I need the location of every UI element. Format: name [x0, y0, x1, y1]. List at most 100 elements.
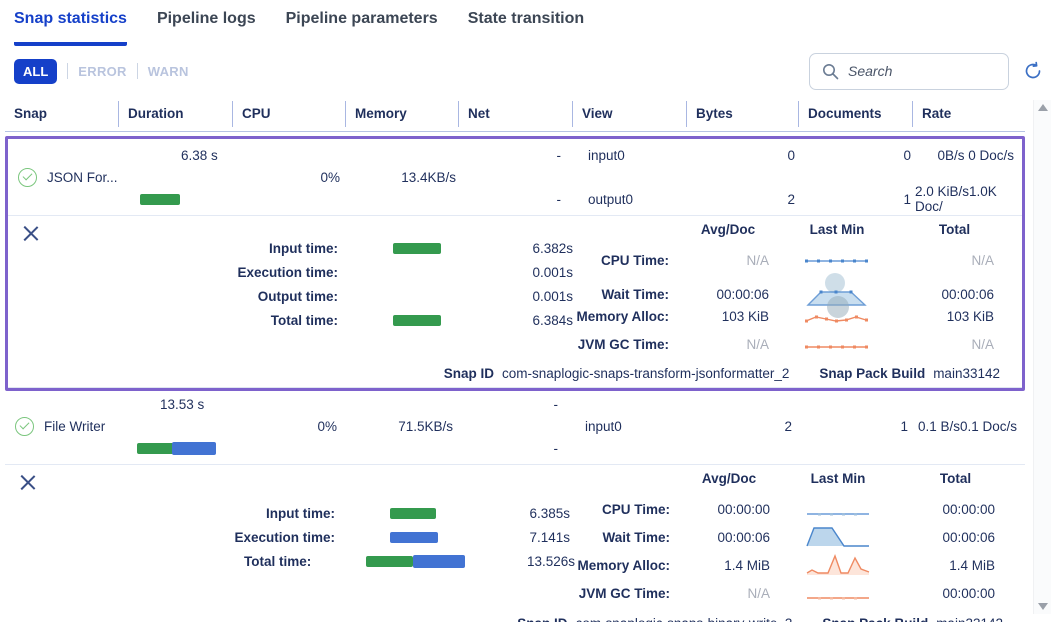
metric-stats: Avg/Doc Last Min Total CPU Time: N/A	[574, 222, 1022, 358]
cpu-cell: 0%	[235, 144, 348, 210]
jvm-gc-time-avg: N/A	[747, 585, 770, 601]
bytes-cell: 0 2	[689, 144, 801, 210]
snap-id-footer: Snap ID com-snaplogic-snaps-transform-js…	[8, 360, 1022, 388]
execution-time-label: Execution time:	[234, 529, 335, 545]
success-check-icon	[18, 167, 37, 187]
total-time-value: 6.384s	[532, 312, 573, 328]
total-time-value: 13.526s	[526, 553, 575, 569]
snap-pack-build-label: Snap Pack Build	[822, 616, 928, 622]
memory-alloc-avg: 1.4 MiB	[724, 557, 770, 573]
tab-pipeline-parameters[interactable]: Pipeline parameters	[285, 10, 438, 27]
severity-filters: ALL ERROR WARN	[14, 58, 189, 84]
wait-time-avg: 00:00:06	[717, 529, 770, 545]
total-time-bar-input	[366, 555, 414, 567]
filter-all-button[interactable]: ALL	[14, 58, 58, 84]
column-header-documents[interactable]: Documents	[798, 100, 912, 127]
scroll-down-icon[interactable]	[1037, 603, 1048, 610]
total-time-bar-execution	[413, 554, 466, 568]
wait-time-sparkline[interactable]	[788, 524, 888, 550]
table-row[interactable]: File Writer 13.53 s 0%	[5, 391, 1025, 464]
close-icon[interactable]	[22, 224, 40, 242]
table-row[interactable]: JSON For... 6.38 s 0% 13.4KB/s	[8, 139, 1022, 215]
vertical-scrollbar[interactable]	[1033, 100, 1051, 614]
view-cell: input0	[572, 393, 686, 459]
input-time-bar	[393, 242, 441, 254]
tab-pipeline-logs[interactable]: Pipeline logs	[156, 10, 256, 27]
metric-stats: Avg/Doc Last Min Total CPU Time: 00:00:0…	[575, 471, 1025, 607]
cpu-time-label: CPU Time:	[601, 501, 670, 517]
close-icon[interactable]	[19, 473, 37, 491]
jvm-gc-time-label: JVM GC Time:	[577, 336, 669, 352]
duration-cell: 6.38 s	[121, 144, 235, 210]
wait-time-sparkline[interactable]	[787, 273, 887, 318]
tab-snap-statistics[interactable]: Snap statistics	[14, 10, 127, 46]
documents-cell: 0 1	[801, 144, 915, 210]
cpu-time-sparkline[interactable]	[787, 249, 887, 271]
bytes-input-value: 2	[784, 418, 792, 434]
refresh-icon[interactable]	[1023, 61, 1043, 81]
duration-bar-execution	[172, 441, 216, 455]
column-header-net[interactable]: Net	[458, 100, 572, 127]
table-header: Snap Duration CPU Memory Net View Bytes …	[5, 96, 1025, 132]
column-header-cpu[interactable]: CPU	[232, 100, 345, 127]
snap-id-label: Snap ID	[517, 616, 567, 622]
snap-pack-build-value: main33142	[936, 616, 1003, 622]
documents-input-value: 1	[900, 418, 908, 434]
column-header-duration[interactable]: Duration	[118, 100, 232, 127]
rate-input-value: 0.1 B/s0.1 Doc/s	[917, 418, 1017, 434]
documents-cell: 1	[798, 393, 912, 459]
snap-detail-panel: Input time: 6.385s Execution time: 7.141…	[5, 464, 1025, 609]
snap-id-value: com-snaplogic-snaps-transform-jsonformat…	[502, 366, 790, 381]
total-time-bar	[393, 314, 441, 326]
metric-col-last-min: Last Min	[809, 222, 865, 237]
bytes-cell: 2	[686, 393, 798, 459]
toolbar: ALL ERROR WARN	[0, 46, 1057, 94]
scroll-up-icon[interactable]	[1037, 104, 1048, 111]
memory-cell: 13.4KB/s	[348, 144, 461, 210]
tab-bar: Snap statistics Pipeline logs Pipeline p…	[0, 0, 1057, 46]
snap-pack-build-value: main33142	[933, 366, 1000, 381]
input-time-label: Input time:	[266, 505, 335, 521]
view-input-label: input0	[588, 147, 625, 163]
column-header-rate[interactable]: Rate	[912, 100, 1025, 127]
column-header-view[interactable]: View	[572, 100, 686, 127]
wait-time-total: 00:00:06	[942, 529, 995, 545]
success-check-icon	[15, 416, 34, 436]
search-input[interactable]	[848, 63, 988, 79]
filter-warn-button[interactable]: WARN	[147, 63, 189, 79]
jvm-gc-time-sparkline[interactable]	[787, 333, 887, 355]
view-cell: input0 output0	[575, 144, 689, 210]
cpu-value: 0%	[317, 418, 337, 434]
bytes-input-value: 0	[787, 147, 795, 163]
net-input-value: -	[556, 147, 562, 163]
column-header-memory[interactable]: Memory	[345, 100, 458, 127]
metric-col-avg-doc: Avg/Doc	[700, 222, 756, 237]
snap-name-label: File Writer	[44, 418, 106, 434]
jvm-gc-time-total: 00:00:00	[942, 585, 995, 601]
rate-output-value: 2.0 KiB/s1.0K Doc/	[915, 184, 997, 214]
metric-col-total: Total	[939, 471, 972, 486]
cpu-time-sparkline[interactable]	[788, 498, 888, 520]
column-header-bytes[interactable]: Bytes	[686, 100, 798, 127]
time-stats: Input time: 6.382s Execution time: 0.001…	[8, 222, 574, 358]
jvm-gc-time-sparkline[interactable]	[788, 582, 888, 604]
view-output-label: output0	[588, 191, 634, 207]
tab-state-transition[interactable]: State transition	[467, 10, 585, 27]
filter-error-button[interactable]: ERROR	[78, 63, 127, 79]
execution-time-value: 7.141s	[529, 529, 570, 545]
memory-alloc-sparkline[interactable]	[787, 305, 887, 327]
column-header-snap[interactable]: Snap	[14, 105, 48, 121]
search-box[interactable]	[809, 52, 1009, 90]
snap-row-group-file-writer: File Writer 13.53 s 0%	[5, 391, 1025, 622]
duration-bar-input	[137, 442, 175, 454]
output-time-label: Output time:	[257, 288, 338, 304]
snap-row-group-json-formatter: JSON For... 6.38 s 0% 13.4KB/s	[5, 136, 1025, 391]
execution-time-bar	[390, 531, 438, 543]
time-stats: Input time: 6.385s Execution time: 7.141…	[5, 471, 575, 607]
wait-time-avg: 00:00:06	[716, 286, 769, 302]
memory-alloc-sparkline[interactable]	[788, 552, 888, 578]
snap-statistics-table: Snap Duration CPU Memory Net View Bytes …	[5, 96, 1025, 622]
bytes-output-value: 2	[787, 191, 795, 207]
metric-col-avg-doc: Avg/Doc	[701, 471, 757, 486]
